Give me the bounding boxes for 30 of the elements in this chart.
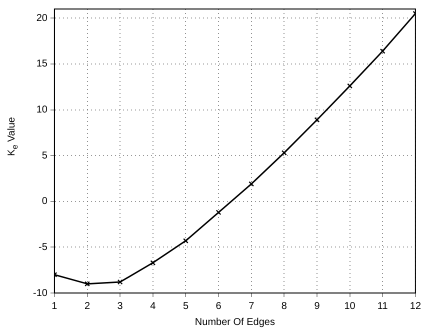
y-tick-label: 15: [36, 58, 48, 70]
y-tick-label: -10: [33, 288, 48, 299]
y-tick-label: 5: [42, 150, 48, 162]
point: [183, 238, 188, 244]
point: [84, 281, 90, 287]
x-tick-label: 12: [410, 300, 422, 312]
point: [150, 260, 156, 266]
x-tick-label: 1: [52, 300, 58, 312]
x-tick-label: 4: [150, 300, 156, 312]
point: [281, 150, 287, 156]
point: [117, 279, 123, 285]
point: [248, 181, 254, 187]
x-tick-label: 11: [377, 300, 388, 312]
point: [314, 117, 320, 123]
point: [347, 83, 353, 89]
y-tick-label: 10: [36, 104, 48, 116]
point: [380, 48, 386, 54]
x-tick-label: 6: [216, 300, 222, 312]
x-axis-title: Number Of Edges: [194, 316, 275, 328]
x-tick-label: 7: [248, 300, 255, 312]
x-tick-label: 10: [344, 300, 356, 312]
x-tick-label: 8: [281, 300, 288, 312]
x-tick-label: 9: [314, 300, 320, 312]
x-tick-label: 3: [117, 300, 124, 312]
x-tick-label: 5: [182, 300, 189, 312]
y-tick-label: 20: [36, 12, 48, 24]
x-tick-label: 2: [84, 300, 90, 312]
y-tick-label: 0: [42, 196, 48, 208]
point: [216, 210, 222, 216]
y-tick-label: -5: [38, 242, 48, 253]
